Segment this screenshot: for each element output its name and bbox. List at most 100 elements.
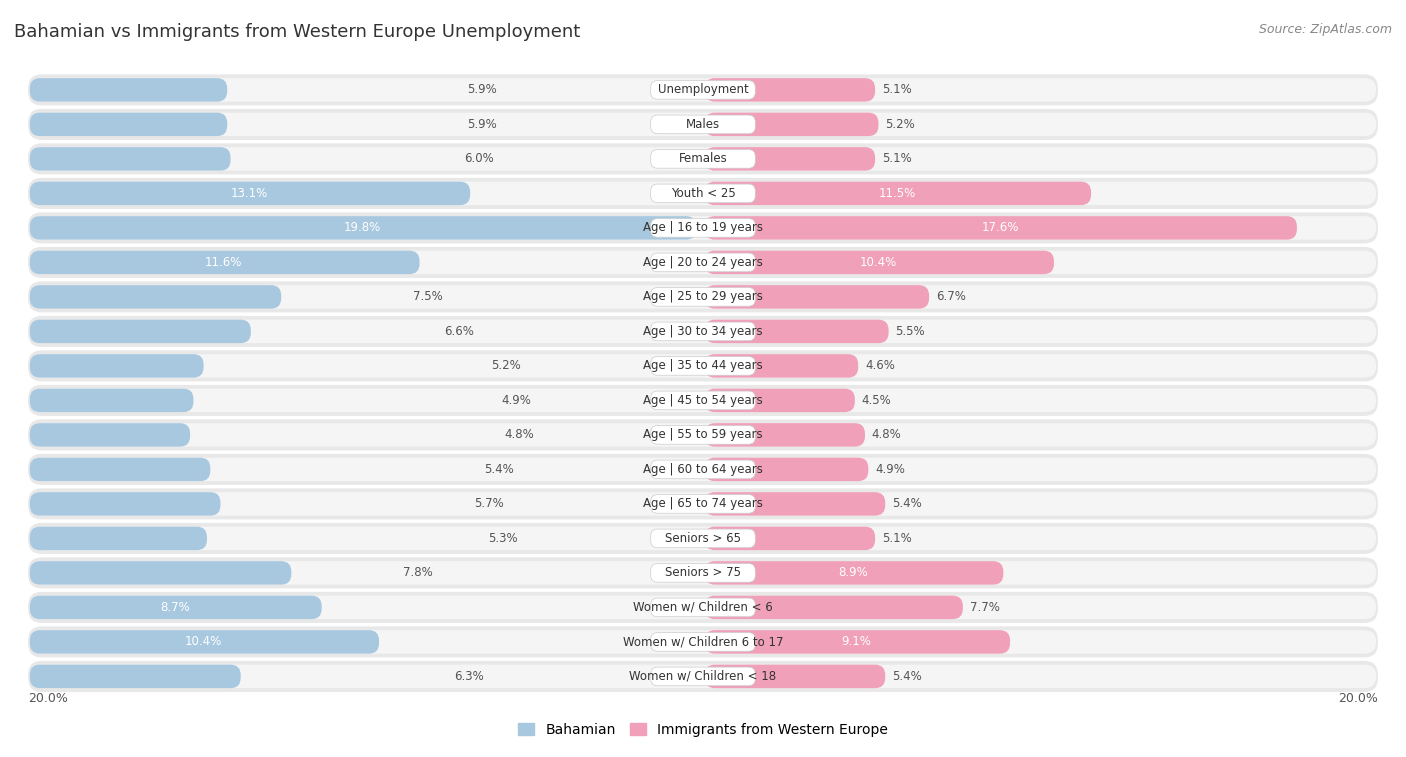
FancyBboxPatch shape [651,529,755,548]
FancyBboxPatch shape [30,113,228,136]
Text: 6.0%: 6.0% [464,152,494,165]
Text: 8.9%: 8.9% [838,566,868,579]
Text: Males: Males [686,118,720,131]
FancyBboxPatch shape [30,182,1376,205]
FancyBboxPatch shape [704,217,1296,240]
FancyBboxPatch shape [651,288,755,307]
FancyBboxPatch shape [28,178,1378,209]
Text: 10.4%: 10.4% [186,635,222,649]
Text: 5.2%: 5.2% [491,360,520,372]
FancyBboxPatch shape [30,388,1376,412]
Text: 5.5%: 5.5% [896,325,925,338]
FancyBboxPatch shape [28,488,1378,519]
FancyBboxPatch shape [30,78,228,101]
Text: 11.5%: 11.5% [879,187,915,200]
Text: 8.7%: 8.7% [160,601,190,614]
Text: 5.9%: 5.9% [467,83,498,96]
FancyBboxPatch shape [30,527,1376,550]
FancyBboxPatch shape [30,561,1376,584]
Text: Seniors > 75: Seniors > 75 [665,566,741,579]
FancyBboxPatch shape [30,354,1376,378]
FancyBboxPatch shape [28,592,1378,623]
Text: 5.4%: 5.4% [891,670,922,683]
Text: 5.7%: 5.7% [474,497,503,510]
FancyBboxPatch shape [30,319,1376,343]
FancyBboxPatch shape [28,74,1378,105]
Text: 5.4%: 5.4% [891,497,922,510]
FancyBboxPatch shape [651,494,755,513]
FancyBboxPatch shape [30,423,190,447]
FancyBboxPatch shape [651,564,755,582]
Text: 5.1%: 5.1% [882,83,911,96]
Text: 7.5%: 7.5% [413,291,443,304]
FancyBboxPatch shape [704,78,875,101]
FancyBboxPatch shape [651,598,755,617]
Text: 19.8%: 19.8% [343,221,381,235]
FancyBboxPatch shape [651,460,755,478]
Text: 20.0%: 20.0% [28,693,67,706]
FancyBboxPatch shape [651,253,755,272]
Text: Age | 25 to 29 years: Age | 25 to 29 years [643,291,763,304]
FancyBboxPatch shape [704,630,1010,653]
Text: 6.6%: 6.6% [444,325,474,338]
FancyBboxPatch shape [704,458,869,481]
Text: Age | 20 to 24 years: Age | 20 to 24 years [643,256,763,269]
FancyBboxPatch shape [28,385,1378,416]
FancyBboxPatch shape [30,147,1376,170]
FancyBboxPatch shape [30,630,380,653]
FancyBboxPatch shape [30,561,291,584]
FancyBboxPatch shape [651,667,755,686]
Text: 11.6%: 11.6% [205,256,242,269]
Text: Seniors > 65: Seniors > 65 [665,532,741,545]
Text: 4.9%: 4.9% [501,394,531,407]
Text: 4.5%: 4.5% [862,394,891,407]
FancyBboxPatch shape [704,492,886,516]
Text: 5.1%: 5.1% [882,152,911,165]
FancyBboxPatch shape [30,147,231,170]
Text: 5.2%: 5.2% [886,118,915,131]
Text: 4.8%: 4.8% [505,428,534,441]
Text: Age | 30 to 34 years: Age | 30 to 34 years [643,325,763,338]
FancyBboxPatch shape [30,285,281,309]
Text: Age | 60 to 64 years: Age | 60 to 64 years [643,463,763,476]
FancyBboxPatch shape [30,458,1376,481]
Text: 5.3%: 5.3% [488,532,517,545]
Text: Females: Females [679,152,727,165]
Text: 4.9%: 4.9% [875,463,905,476]
FancyBboxPatch shape [30,78,1376,101]
Text: Age | 55 to 59 years: Age | 55 to 59 years [643,428,763,441]
Text: Women w/ Children < 6: Women w/ Children < 6 [633,601,773,614]
FancyBboxPatch shape [704,319,889,343]
FancyBboxPatch shape [28,454,1378,485]
FancyBboxPatch shape [30,458,211,481]
Legend: Bahamian, Immigrants from Western Europe: Bahamian, Immigrants from Western Europe [512,717,894,742]
FancyBboxPatch shape [651,219,755,237]
FancyBboxPatch shape [651,184,755,203]
Text: 4.8%: 4.8% [872,428,901,441]
FancyBboxPatch shape [30,113,1376,136]
Text: 7.8%: 7.8% [404,566,433,579]
FancyBboxPatch shape [704,561,1004,584]
Text: Source: ZipAtlas.com: Source: ZipAtlas.com [1258,23,1392,36]
FancyBboxPatch shape [30,423,1376,447]
FancyBboxPatch shape [30,665,1376,688]
Text: 4.6%: 4.6% [865,360,894,372]
FancyBboxPatch shape [28,626,1378,657]
FancyBboxPatch shape [30,182,470,205]
FancyBboxPatch shape [651,322,755,341]
FancyBboxPatch shape [30,630,1376,653]
FancyBboxPatch shape [30,596,322,619]
FancyBboxPatch shape [28,350,1378,382]
FancyBboxPatch shape [28,419,1378,450]
FancyBboxPatch shape [30,665,240,688]
FancyBboxPatch shape [704,354,858,378]
FancyBboxPatch shape [28,109,1378,140]
Text: 13.1%: 13.1% [231,187,267,200]
FancyBboxPatch shape [30,388,194,412]
FancyBboxPatch shape [704,113,879,136]
FancyBboxPatch shape [30,527,207,550]
FancyBboxPatch shape [651,425,755,444]
FancyBboxPatch shape [30,492,1376,516]
Text: Age | 65 to 74 years: Age | 65 to 74 years [643,497,763,510]
FancyBboxPatch shape [704,251,1054,274]
